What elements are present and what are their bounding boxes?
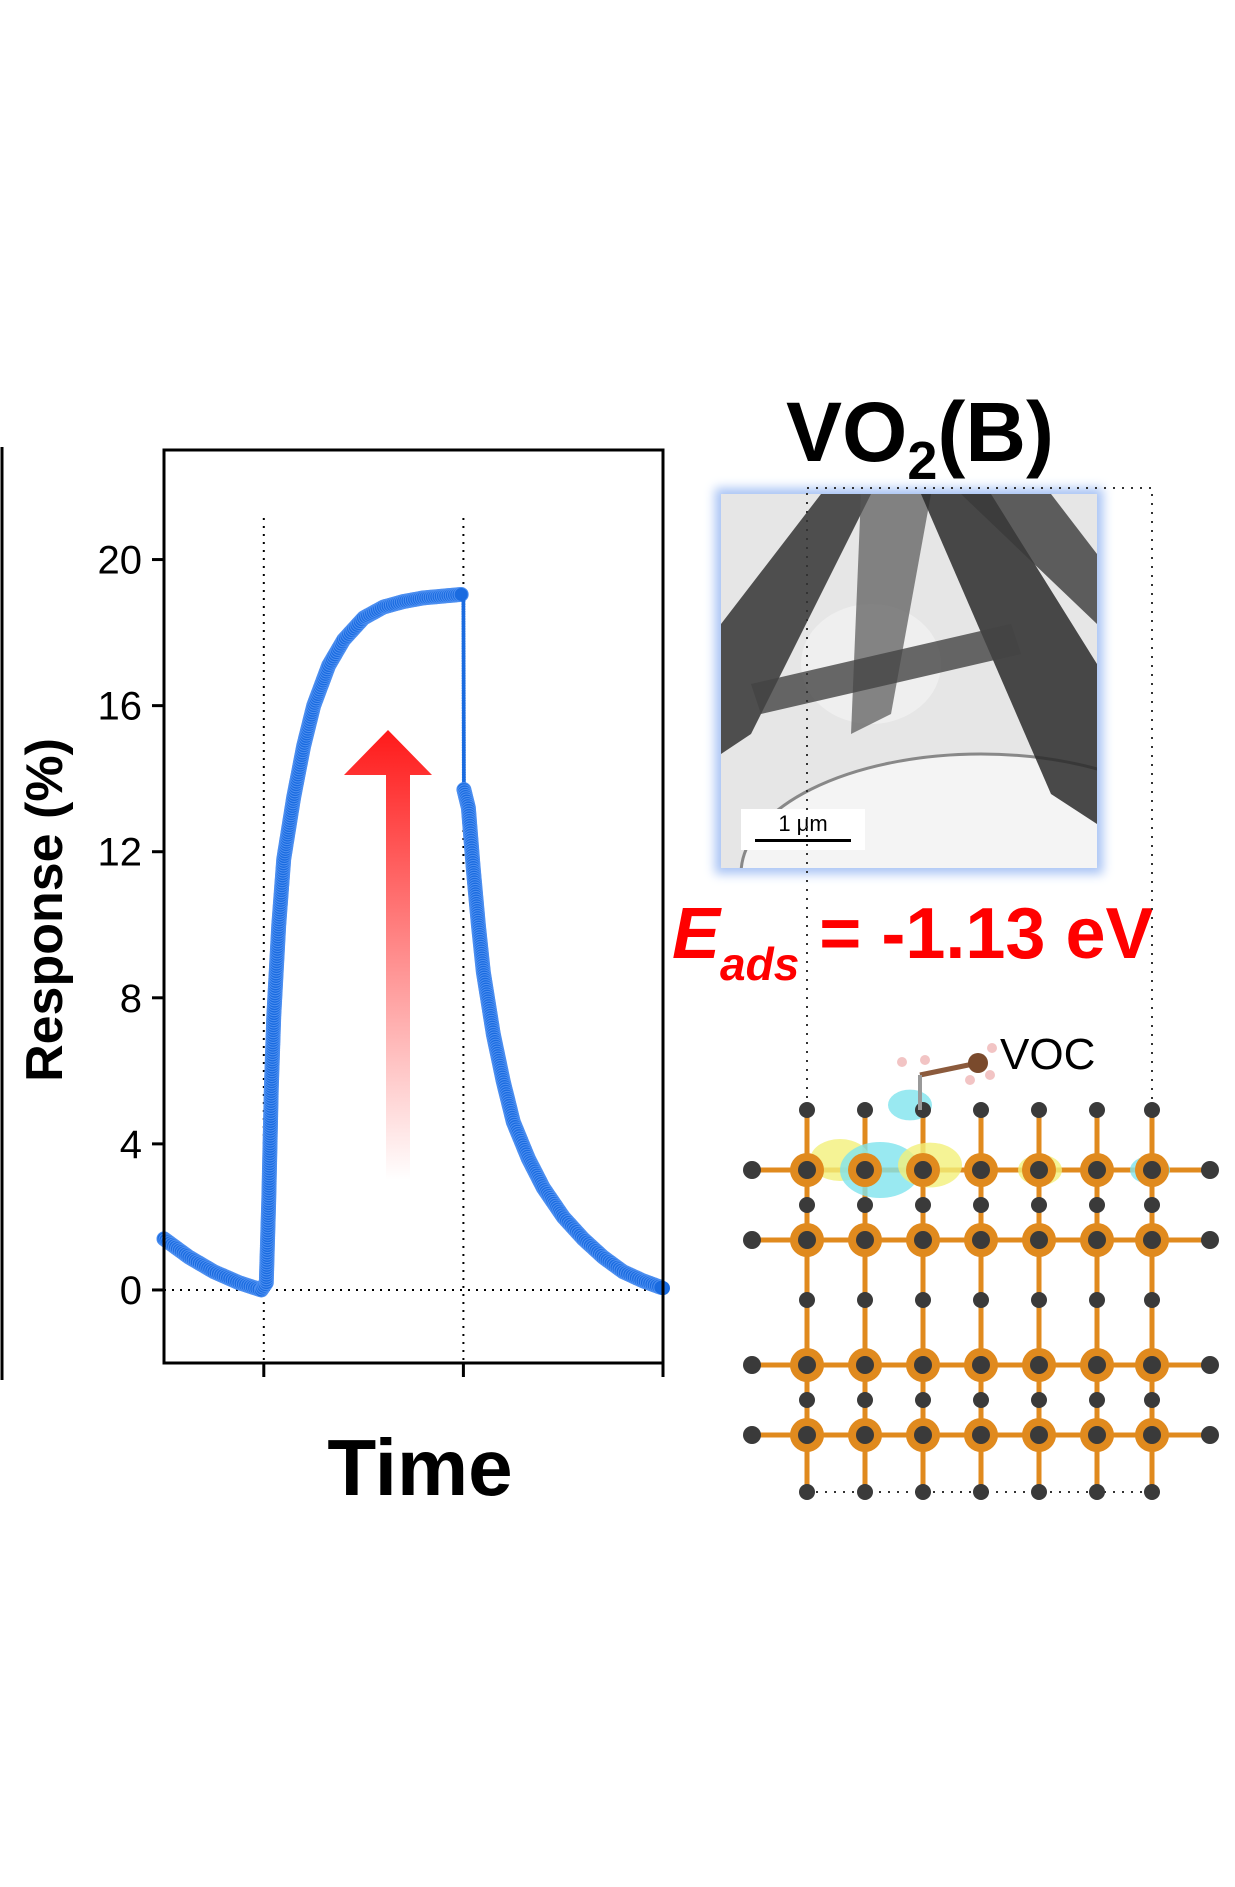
oxygen-atom xyxy=(973,1102,989,1118)
oxygen-atom xyxy=(915,1392,931,1408)
oxygen-atom xyxy=(1143,1231,1161,1249)
y-tick-label: 12 xyxy=(98,831,143,875)
oxygen-atom xyxy=(798,1161,816,1179)
oxygen-atom xyxy=(915,1102,931,1118)
red-up-arrow xyxy=(344,730,432,1180)
oxygen-atom xyxy=(1031,1197,1047,1213)
oxygen-atom xyxy=(914,1161,932,1179)
oxygen-atom xyxy=(743,1356,761,1374)
oxygen-atom xyxy=(1031,1392,1047,1408)
voc-label: VOC xyxy=(1000,1030,1096,1079)
oxygen-atom xyxy=(1088,1426,1106,1444)
oxygen-atom xyxy=(857,1484,873,1500)
oxygen-atom xyxy=(1089,1292,1105,1308)
hydrogen-atom xyxy=(965,1075,975,1085)
x-axis-label: Time xyxy=(327,1423,512,1512)
hydrogen-atom xyxy=(987,1043,997,1053)
oxygen-atom xyxy=(973,1197,989,1213)
oxygen-atom xyxy=(1089,1197,1105,1213)
oxygen-atom xyxy=(1144,1292,1160,1308)
oxygen-atom xyxy=(857,1102,873,1118)
oxygen-atom xyxy=(1201,1356,1219,1374)
oxygen-atom xyxy=(799,1292,815,1308)
oxygen-atom xyxy=(915,1292,931,1308)
oxygen-atom xyxy=(914,1356,932,1374)
y-tick-label: 4 xyxy=(120,1123,142,1167)
oxygen-atom xyxy=(1143,1161,1161,1179)
oxygen-atom xyxy=(1201,1426,1219,1444)
y-axis-label: Response (%) xyxy=(16,738,74,1082)
oxygen-atom xyxy=(915,1484,931,1500)
oxygen-atom xyxy=(1143,1426,1161,1444)
plot-frame xyxy=(162,448,665,1365)
oxygen-atom xyxy=(1143,1356,1161,1374)
oxygen-atom xyxy=(914,1231,932,1249)
oxygen-atom xyxy=(1031,1102,1047,1118)
oxygen-atom xyxy=(973,1292,989,1308)
scale-bar: 1 μm xyxy=(741,809,865,850)
oxygen-atom xyxy=(799,1197,815,1213)
adsorption-energy-label: Eads = -1.13 eV xyxy=(672,894,1154,990)
y-tick-label: 0 xyxy=(120,1269,142,1313)
nanobelt-micrograph xyxy=(721,494,1097,868)
oxygen-atom xyxy=(799,1102,815,1118)
oxygen-atom xyxy=(1144,1484,1160,1500)
oxygen-atom xyxy=(1089,1484,1105,1500)
oxygen-atom xyxy=(1088,1231,1106,1249)
oxygen-atom xyxy=(1144,1392,1160,1408)
oxygen-atom xyxy=(856,1231,874,1249)
oxygen-atom xyxy=(856,1356,874,1374)
oxygen-atom xyxy=(743,1161,761,1179)
oxygen-atom xyxy=(1144,1102,1160,1118)
y-tick-label: 20 xyxy=(98,539,143,583)
oxygen-atom xyxy=(915,1197,931,1213)
oxygen-atom xyxy=(1030,1231,1048,1249)
oxygen-atom xyxy=(743,1231,761,1249)
oxygen-atom xyxy=(1089,1102,1105,1118)
oxygen-atom xyxy=(1144,1197,1160,1213)
y-tick-label: 16 xyxy=(98,685,143,729)
oxygen-atom xyxy=(914,1426,932,1444)
oxygen-atom xyxy=(1089,1392,1105,1408)
carbon-atom xyxy=(968,1053,988,1073)
oxygen-atom xyxy=(743,1426,761,1444)
oxygen-atom xyxy=(798,1426,816,1444)
oxygen-atom xyxy=(972,1161,990,1179)
oxygen-atom xyxy=(1031,1292,1047,1308)
hydrogen-atom xyxy=(897,1057,907,1067)
oxygen-atom xyxy=(1031,1484,1047,1500)
oxygen-atom xyxy=(1030,1161,1048,1179)
hydrogen-atom xyxy=(985,1070,995,1080)
material-title: VO2(B) xyxy=(785,385,1055,491)
oxygen-atom xyxy=(1201,1231,1219,1249)
oxygen-atom xyxy=(1088,1161,1106,1179)
oxygen-atom xyxy=(799,1484,815,1500)
oxygen-atom xyxy=(973,1484,989,1500)
oxygen-atom xyxy=(856,1161,874,1179)
oxygen-atom xyxy=(857,1292,873,1308)
response-chart: 0 4 8 12 16 20 Time Response (%) xyxy=(0,447,670,1512)
oxygen-atom xyxy=(799,1392,815,1408)
hydrogen-atom xyxy=(920,1055,930,1065)
oxygen-atom xyxy=(856,1426,874,1444)
oxygen-atom xyxy=(1201,1161,1219,1179)
oxygen-atom xyxy=(1088,1356,1106,1374)
oxygen-atom xyxy=(973,1392,989,1408)
y-tick-label: 8 xyxy=(120,977,142,1021)
oxygen-atom xyxy=(1030,1426,1048,1444)
oxygen-atom xyxy=(972,1231,990,1249)
oxygen-atom xyxy=(972,1426,990,1444)
oxygen-atom xyxy=(857,1197,873,1213)
oxygen-atom xyxy=(972,1356,990,1374)
tem-image: 1 μm xyxy=(721,494,1097,868)
oxygen-atom xyxy=(1030,1356,1048,1374)
oxygen-atom xyxy=(798,1356,816,1374)
oxygen-atom xyxy=(857,1392,873,1408)
oxygen-atom xyxy=(798,1231,816,1249)
